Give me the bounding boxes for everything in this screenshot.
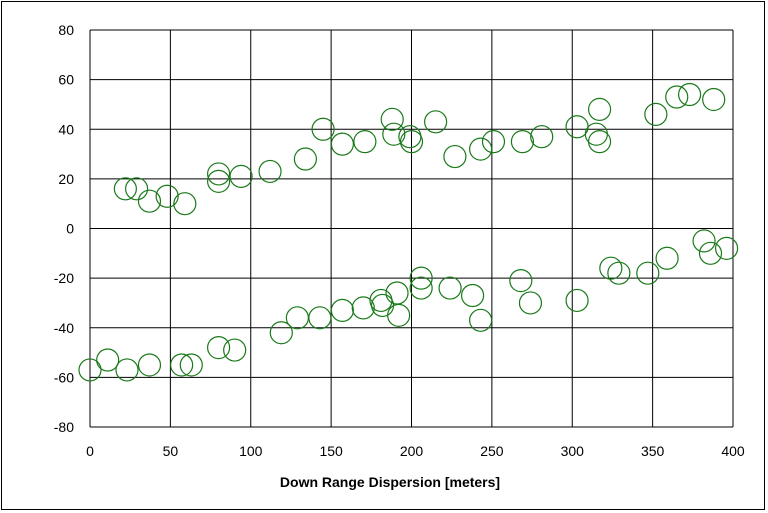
- data-point: [223, 338, 247, 362]
- x-tick-label: 200: [400, 443, 424, 459]
- data-point: [565, 288, 589, 313]
- data-point: [702, 87, 726, 112]
- y-tick-label: 80: [58, 22, 74, 38]
- data-point: [330, 132, 354, 156]
- data-point: [438, 276, 462, 300]
- data-point: [308, 306, 332, 330]
- y-tick-label: 20: [58, 171, 74, 187]
- x-tick-label: 300: [561, 443, 585, 459]
- data-point: [530, 125, 554, 149]
- x-axis-tick-labels: 0 50 100 150 200 250 300 350 400: [86, 443, 745, 459]
- data-point: [443, 144, 467, 169]
- x-tick-label: 350: [641, 443, 665, 459]
- grid-lines: [89, 29, 734, 428]
- data-point: [311, 117, 335, 141]
- data-point: [285, 306, 309, 330]
- data-point: [587, 97, 612, 122]
- x-tick-label: 250: [480, 443, 504, 459]
- y-tick-label: 40: [58, 121, 74, 137]
- data-point: [636, 261, 660, 285]
- y-tick-label: -80: [54, 419, 74, 435]
- series-2: [78, 229, 739, 382]
- y-tick-label: -60: [54, 369, 74, 385]
- data-point: [137, 189, 162, 213]
- data-point: [599, 256, 623, 280]
- data-point: [179, 353, 203, 377]
- data-point: [137, 353, 162, 377]
- data-point: [293, 147, 318, 171]
- data-point: [677, 82, 702, 107]
- data-point: [269, 321, 293, 345]
- data-point: [387, 303, 411, 327]
- data-point: [380, 107, 404, 131]
- data-point: [78, 358, 102, 382]
- data-point: [424, 110, 448, 134]
- data-point: [665, 85, 689, 109]
- x-tick-label: 0: [86, 443, 94, 459]
- data-point: [170, 353, 194, 377]
- data-point: [692, 229, 716, 253]
- data-point: [655, 246, 679, 270]
- data-point: [714, 236, 739, 260]
- data-point: [607, 261, 631, 285]
- data-point: [518, 291, 543, 315]
- y-tick-label: 0: [66, 221, 74, 237]
- data-points: [78, 82, 739, 382]
- data-point: [330, 298, 354, 322]
- data-point: [481, 130, 506, 154]
- y-tick-label: 60: [58, 72, 74, 88]
- data-point: [125, 177, 149, 201]
- data-point: [587, 130, 612, 154]
- data-point: [399, 130, 424, 154]
- data-point: [510, 130, 535, 154]
- data-point: [115, 358, 139, 382]
- series-1: [113, 82, 726, 216]
- x-tick-label: 50: [163, 443, 179, 459]
- data-point: [207, 336, 231, 360]
- data-point: [409, 266, 433, 290]
- y-tick-label: -20: [54, 270, 74, 286]
- data-point: [469, 137, 493, 161]
- data-point: [207, 169, 231, 193]
- data-point: [382, 122, 406, 146]
- data-point: [353, 130, 377, 154]
- x-axis-label: Down Range Dispersion [meters]: [280, 474, 500, 490]
- data-point: [409, 276, 433, 300]
- x-tick-label: 150: [319, 443, 343, 459]
- y-axis-tick-labels: 80 60 40 20 0 -20 -40 -60 -80: [54, 22, 74, 435]
- data-point: [469, 308, 493, 332]
- x-tick-label: 400: [721, 443, 745, 459]
- data-point: [207, 162, 231, 186]
- x-tick-label: 100: [239, 443, 263, 459]
- data-point: [509, 269, 533, 293]
- data-point: [173, 192, 197, 216]
- data-point: [96, 348, 120, 372]
- y-tick-label: -40: [54, 320, 74, 336]
- data-point: [644, 102, 668, 126]
- data-point: [460, 283, 485, 308]
- data-point: [113, 177, 137, 201]
- data-point: [698, 241, 723, 265]
- data-point: [351, 296, 375, 320]
- data-point: [155, 184, 179, 208]
- data-point: [258, 159, 282, 184]
- data-point: [229, 164, 253, 188]
